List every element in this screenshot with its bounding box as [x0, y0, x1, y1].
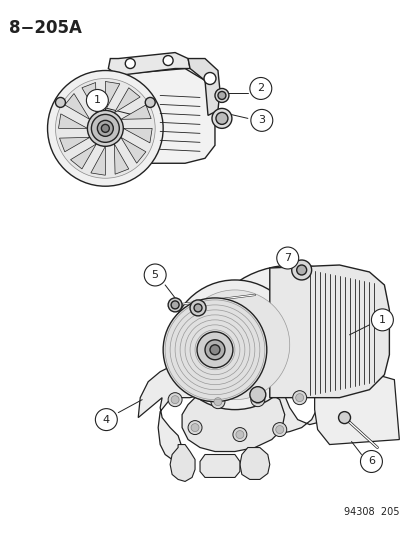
Circle shape [338, 411, 350, 424]
Polygon shape [59, 138, 90, 152]
Circle shape [295, 394, 303, 402]
Circle shape [163, 55, 173, 66]
Polygon shape [188, 59, 219, 116]
Circle shape [233, 427, 246, 441]
Polygon shape [138, 365, 217, 459]
Circle shape [235, 431, 243, 439]
Polygon shape [239, 448, 269, 480]
Circle shape [214, 88, 228, 102]
Polygon shape [82, 83, 96, 113]
Circle shape [296, 265, 306, 275]
Polygon shape [314, 358, 399, 445]
Text: 1: 1 [94, 95, 101, 106]
Polygon shape [170, 445, 195, 481]
Circle shape [86, 90, 108, 111]
Polygon shape [114, 144, 128, 174]
Circle shape [197, 332, 233, 368]
Circle shape [272, 423, 286, 437]
Polygon shape [90, 147, 105, 175]
Circle shape [91, 115, 119, 142]
Circle shape [249, 77, 271, 100]
Text: 1: 1 [378, 315, 385, 325]
Circle shape [163, 298, 266, 402]
Circle shape [144, 264, 166, 286]
Circle shape [250, 393, 264, 407]
Circle shape [250, 109, 272, 131]
Circle shape [276, 247, 298, 269]
Circle shape [249, 386, 265, 402]
Polygon shape [123, 128, 152, 143]
Polygon shape [199, 455, 239, 478]
Circle shape [370, 309, 392, 331]
Polygon shape [105, 82, 119, 110]
Polygon shape [58, 114, 87, 128]
Circle shape [47, 70, 163, 186]
Circle shape [216, 112, 228, 124]
Circle shape [275, 425, 283, 433]
Circle shape [168, 393, 182, 407]
Circle shape [125, 59, 135, 69]
Circle shape [209, 345, 219, 355]
Circle shape [101, 124, 109, 132]
Text: 3: 3 [258, 115, 265, 125]
Circle shape [55, 78, 155, 178]
Circle shape [95, 409, 117, 431]
Circle shape [171, 395, 179, 403]
Polygon shape [85, 69, 214, 163]
Circle shape [180, 290, 289, 400]
Text: 94308  205: 94308 205 [343, 507, 399, 518]
Circle shape [188, 421, 202, 434]
Circle shape [55, 98, 65, 108]
Circle shape [214, 398, 221, 406]
Polygon shape [239, 360, 334, 434]
Circle shape [97, 120, 113, 136]
Text: 2: 2 [256, 84, 264, 93]
Text: 8−205A: 8−205A [9, 19, 81, 37]
Circle shape [291, 260, 311, 280]
Polygon shape [121, 105, 151, 119]
Polygon shape [70, 144, 96, 169]
Circle shape [211, 108, 231, 128]
Circle shape [170, 280, 299, 410]
Circle shape [211, 394, 224, 409]
Text: 6: 6 [367, 456, 374, 466]
Circle shape [253, 395, 261, 403]
Circle shape [204, 340, 224, 360]
Polygon shape [121, 138, 145, 163]
Circle shape [217, 92, 225, 100]
Polygon shape [269, 265, 389, 398]
Circle shape [204, 72, 216, 84]
Circle shape [87, 110, 123, 147]
Circle shape [190, 300, 206, 316]
Circle shape [145, 98, 155, 108]
Polygon shape [108, 53, 190, 76]
Polygon shape [182, 385, 284, 451]
Polygon shape [114, 88, 140, 113]
Circle shape [171, 301, 179, 309]
Circle shape [190, 424, 199, 432]
Polygon shape [64, 93, 90, 119]
Circle shape [194, 304, 202, 312]
Text: 4: 4 [102, 415, 109, 425]
Ellipse shape [209, 265, 378, 394]
Text: 7: 7 [283, 253, 291, 263]
Circle shape [360, 450, 382, 472]
Circle shape [168, 298, 182, 312]
Text: 5: 5 [151, 270, 158, 280]
Circle shape [292, 391, 306, 405]
